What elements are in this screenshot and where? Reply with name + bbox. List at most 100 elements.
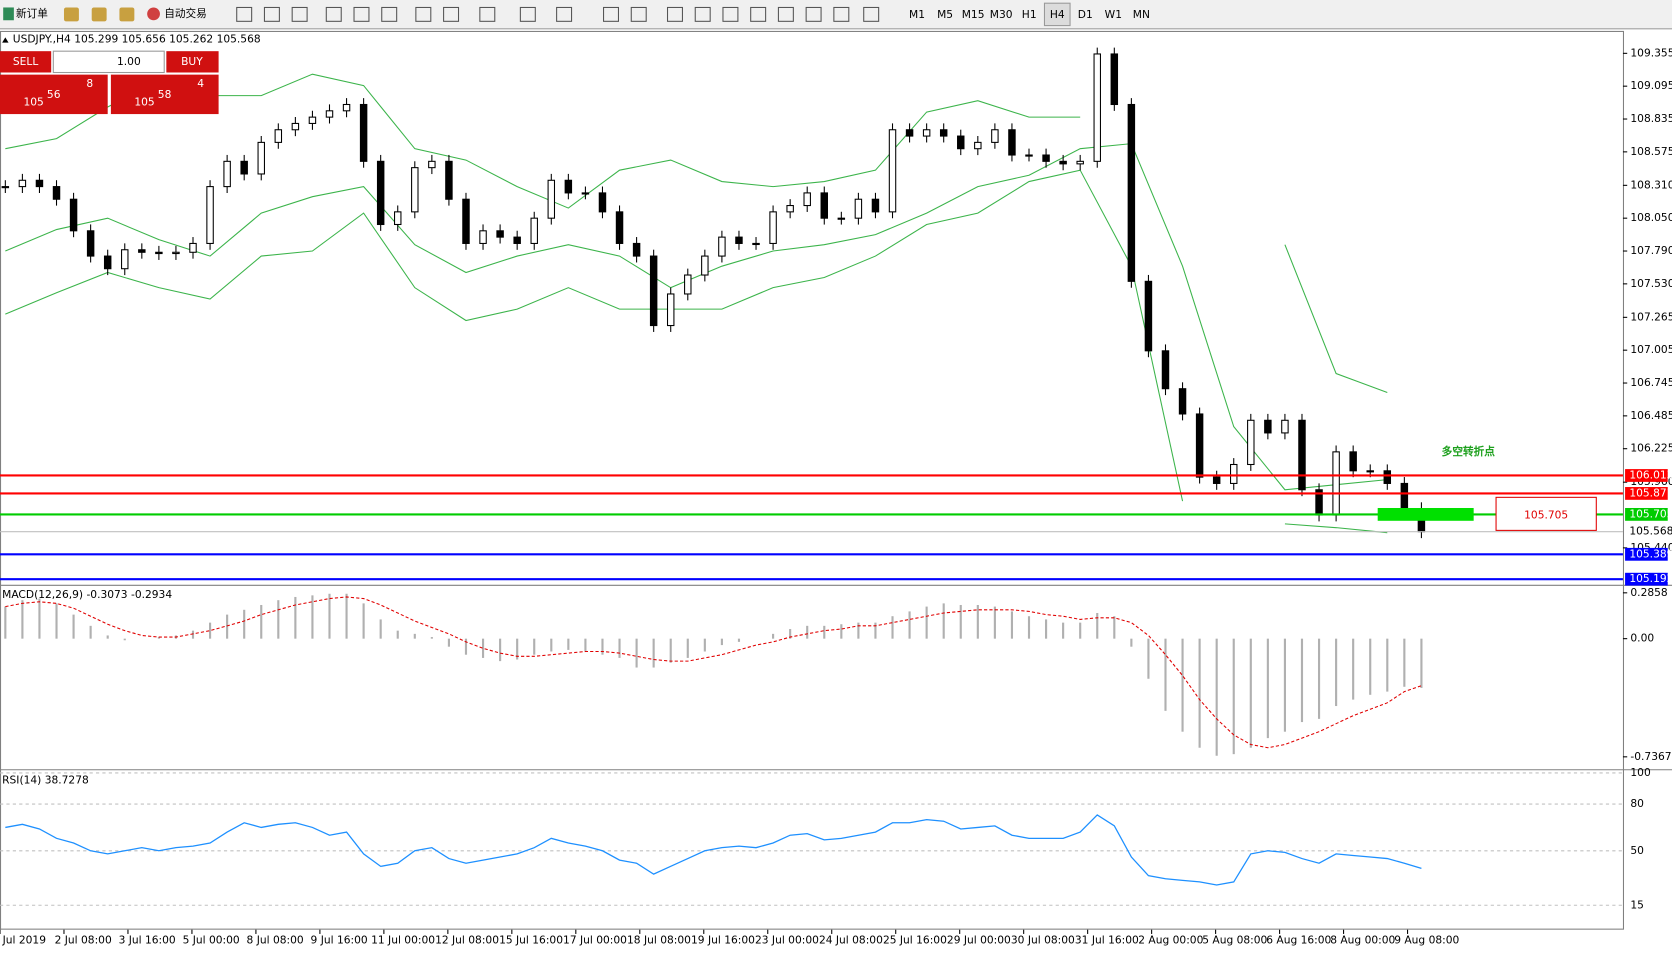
macd-bar [209,622,212,639]
y-tick-label: 50 [1630,844,1644,857]
icon[interactable] [750,6,767,22]
icon[interactable] [291,6,308,22]
macd-bar [191,630,195,639]
icon[interactable] [666,6,683,22]
x-tick-label: 8 Jul 08:00 [247,933,304,946]
y-tick-label: 108.310 [1630,178,1672,191]
lots[interactable]: 1.00 [117,55,141,68]
timeframe[interactable]: M15 [962,8,985,21]
timeframe[interactable]: M1 [909,8,925,21]
lot-box[interactable] [52,50,165,74]
sell[interactable]: SELL [13,55,38,68]
macd-bar [1352,638,1355,700]
candle [103,255,112,270]
candle [1076,160,1084,165]
candle [1281,419,1289,434]
icon[interactable] [603,6,620,22]
candle [1298,419,1306,491]
candle [155,251,163,255]
candle [513,236,521,244]
macd-bar [481,638,485,658]
x-tick-label: 12 Jul 08:00 [435,933,499,946]
macd-bar [226,614,229,639]
candle [1,186,10,189]
icon[interactable] [805,6,822,22]
timeframe[interactable]: H1 [1022,8,1037,21]
candle [803,192,811,207]
icon[interactable] [479,6,496,22]
y-tick-label: 106.225 [1630,442,1672,455]
icon[interactable] [630,6,647,22]
macd-bar [942,603,945,639]
timeframe[interactable]: W1 [1105,8,1122,21]
candle [991,129,999,143]
y-tick-label: 100 [1630,766,1651,779]
macd-bar [874,622,877,639]
candle [189,242,197,253]
timeframe[interactable]: MN [1133,8,1150,21]
buy[interactable]: BUY [181,55,203,68]
candle [905,129,914,137]
candle [428,160,436,169]
macd-bar [908,611,911,639]
icon[interactable] [722,6,739,22]
candle [820,192,829,219]
candle [1161,350,1170,390]
timeframe[interactable]: H4 [1050,8,1065,21]
icon[interactable] [91,7,107,22]
candle [530,217,538,244]
icon[interactable] [381,6,398,22]
macd-bar [1300,638,1304,723]
bid-box[interactable] [0,74,108,115]
icon[interactable] [263,6,280,22]
icon[interactable] [236,6,253,22]
candle [769,211,777,244]
price-tag [1625,547,1668,561]
x-tick-label: 8 Aug 00:00 [1330,933,1395,946]
sell-btn[interactable] [0,51,52,73]
timeframe[interactable]: M5 [937,8,953,21]
icon[interactable] [325,6,342,22]
candle [496,230,504,238]
candle [1383,470,1392,484]
candle [786,205,794,213]
icon[interactable] [119,7,135,22]
candle [735,236,743,244]
macd-bar [737,638,741,642]
icon[interactable] [556,6,573,22]
y-tick-label: 0.00 [1630,632,1654,645]
candle [394,211,402,226]
button-label[interactable]: 自动交易 [164,7,207,20]
icon[interactable] [443,6,460,22]
chart-frame [0,30,1625,930]
candle [1059,160,1067,165]
candle [1247,419,1255,466]
icon[interactable] [833,6,850,22]
icon[interactable] [353,6,370,22]
buy-btn[interactable] [166,51,219,73]
timeframe[interactable]: D1 [1078,8,1093,21]
macd-bar [516,638,519,660]
ask-box[interactable] [110,74,219,115]
icon[interactable] [63,7,79,22]
macd-bar [1317,638,1321,719]
candle [479,230,487,244]
macd-bar [1403,638,1406,687]
icon[interactable] [694,6,711,22]
icon[interactable] [863,6,880,22]
candle [257,141,265,175]
macd-bar [772,633,775,639]
macd-bar [533,638,536,655]
candle [1264,419,1272,434]
icon[interactable] [519,6,536,22]
icon[interactable] [415,6,432,22]
macd-bar [601,638,604,655]
candle [291,122,300,131]
macd-bar [72,614,75,639]
icon[interactable] [777,6,794,22]
macd-bar [925,606,928,639]
candle [922,129,931,137]
timeframe[interactable]: M30 [990,8,1013,21]
macd-bar [38,598,41,639]
button-label[interactable]: 新订单 [16,7,48,20]
